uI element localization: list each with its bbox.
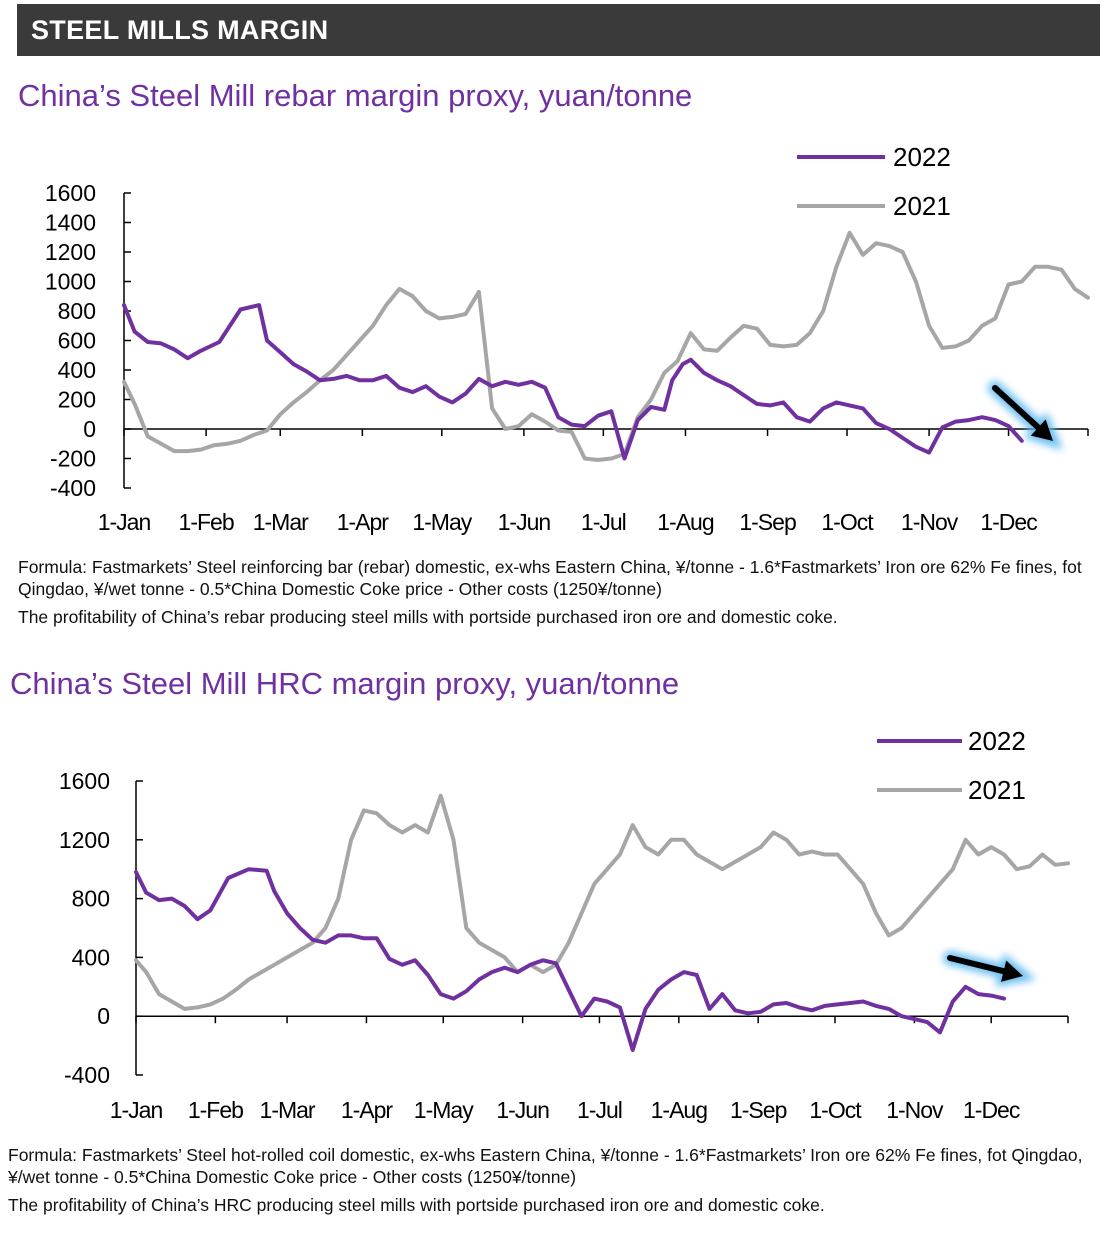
arrow-shaft bbox=[992, 385, 1042, 431]
x-tick-label: 1-Mar bbox=[260, 1097, 316, 1123]
x-tick-label: 1-Aug bbox=[657, 509, 714, 535]
legend-label-2021: 2021 bbox=[893, 191, 951, 221]
rebar-margin-chart: 16001400120010008006004002000-200-4001-J… bbox=[45, 142, 1090, 535]
x-tick-label: 1-Jan bbox=[98, 509, 151, 535]
trend-arrow-icon bbox=[943, 951, 1037, 987]
series-line-2022 bbox=[122, 303, 1024, 461]
x-tick-label: 1-Aug bbox=[651, 1097, 708, 1123]
legend-label-2022: 2022 bbox=[968, 726, 1026, 756]
x-tick-label: 1-Feb bbox=[188, 1097, 243, 1123]
series-line-2021 bbox=[134, 793, 1070, 1011]
y-tick-label: 1200 bbox=[45, 239, 96, 265]
x-tick-label: 1-Jul bbox=[581, 509, 626, 535]
y-tick-label: 0 bbox=[97, 1003, 110, 1029]
x-tick-label: 1-Sep bbox=[739, 509, 796, 535]
y-tick-label: 1400 bbox=[45, 210, 96, 236]
x-tick-label: 1-Jan bbox=[110, 1097, 163, 1123]
series-line-2021 bbox=[122, 230, 1090, 462]
series-line-2022 bbox=[134, 867, 1006, 1052]
y-tick-label: 1200 bbox=[59, 827, 110, 853]
x-tick-label: 1-Oct bbox=[821, 509, 874, 535]
y-tick-label: 1600 bbox=[59, 768, 110, 794]
x-tick-label: 1-Apr bbox=[341, 1097, 394, 1123]
hrc-chart-title: China’s Steel Mill HRC margin proxy, yua… bbox=[10, 666, 680, 701]
y-tick-label: 400 bbox=[58, 357, 96, 383]
rebar-description-note: The profitability of China’s rebar produ… bbox=[18, 607, 838, 627]
y-tick-label: 600 bbox=[58, 328, 96, 354]
x-tick-label: 1-Mar bbox=[253, 509, 309, 535]
x-tick-label: 1-May bbox=[414, 1097, 474, 1123]
section-title: STEEL MILLS MARGIN bbox=[31, 15, 329, 45]
y-tick-label: 1600 bbox=[45, 180, 96, 206]
x-tick-label: 1-Feb bbox=[179, 509, 234, 535]
y-tick-label: 800 bbox=[58, 298, 96, 324]
y-tick-label: 400 bbox=[72, 944, 110, 970]
x-tick-label: 1-Sep bbox=[730, 1097, 787, 1123]
x-tick-label: 1-Jun bbox=[496, 1097, 549, 1123]
y-tick-label: 800 bbox=[72, 886, 110, 912]
x-tick-label: 1-Jul bbox=[577, 1097, 622, 1123]
x-tick-label: 1-Jun bbox=[498, 509, 551, 535]
hrc-description-note: The profitability of China’s HRC produci… bbox=[8, 1195, 825, 1215]
arrow-shaft bbox=[947, 955, 1007, 975]
legend-label-2021: 2021 bbox=[968, 775, 1026, 805]
x-tick-label: 1-Nov bbox=[901, 509, 959, 535]
y-tick-label: -200 bbox=[50, 446, 96, 472]
x-tick-label: 1-May bbox=[412, 509, 472, 535]
x-tick-label: 1-Dec bbox=[963, 1097, 1020, 1123]
y-tick-label: -400 bbox=[64, 1062, 110, 1088]
x-tick-label: 1-Oct bbox=[809, 1097, 862, 1123]
rebar-chart-title: China’s Steel Mill rebar margin proxy, y… bbox=[18, 78, 693, 113]
x-tick-label: 1-Apr bbox=[337, 509, 390, 535]
arrow-head bbox=[1030, 419, 1053, 441]
trend-arrow-icon bbox=[988, 381, 1064, 451]
rebar-formula-note: Formula: Fastmarkets’ Steel reinforcing … bbox=[18, 557, 1082, 599]
y-tick-label: 200 bbox=[58, 387, 96, 413]
x-tick-label: 1-Dec bbox=[980, 509, 1037, 535]
y-tick-label: 0 bbox=[83, 416, 96, 442]
x-tick-label: 1-Nov bbox=[886, 1097, 944, 1123]
hrc-formula-note: Formula: Fastmarkets’ Steel hot-rolled c… bbox=[8, 1145, 1083, 1187]
y-tick-label: 1000 bbox=[45, 269, 96, 295]
y-tick-label: -400 bbox=[50, 475, 96, 501]
arrow-head bbox=[1000, 960, 1023, 982]
legend-label-2022: 2022 bbox=[893, 142, 951, 172]
section-banner: STEEL MILLS MARGIN bbox=[17, 4, 1100, 56]
